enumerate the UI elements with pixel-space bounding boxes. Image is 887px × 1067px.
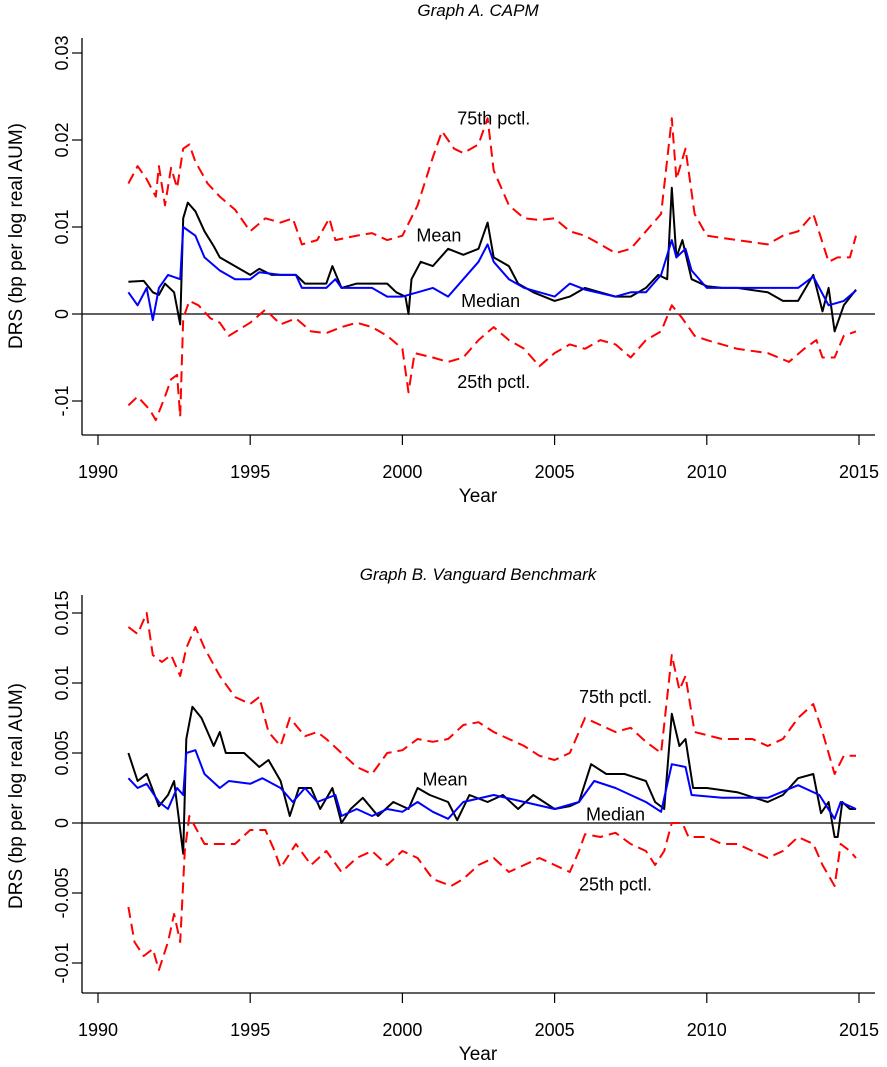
x-tick-label: 2000 — [382, 1020, 422, 1040]
x-axis-title: Year — [459, 1044, 498, 1065]
x-tick-label: 2005 — [535, 1020, 575, 1040]
series-annotation: Mean — [416, 226, 461, 246]
series-annotation: 25th pctl. — [579, 875, 652, 895]
series-line-25th-pctl — [127, 299, 857, 422]
y-tick-label: 0.01 — [52, 209, 72, 244]
series-annotation: Mean — [423, 770, 468, 790]
y-tick-label: -.01 — [52, 385, 72, 416]
series-line-75th-pctl — [127, 117, 857, 263]
x-tick-label: 2005 — [535, 462, 575, 482]
y-tick-label: -0.005 — [52, 867, 72, 918]
panel-graph-a: Graph A. CAPM Year DRS (bp per log real … — [6, 1, 879, 507]
series-line-median — [127, 749, 857, 820]
series-line-mean — [128, 186, 857, 333]
x-tick-label: 2015 — [839, 462, 879, 482]
x-tick-label: 2010 — [687, 1020, 727, 1040]
x-tick-label: 1995 — [230, 462, 270, 482]
y-tick-label: 0.02 — [52, 122, 72, 157]
y-axis-title: DRS (bp per log real AUM) — [6, 683, 27, 909]
y-tick-label: 0 — [52, 309, 72, 319]
series-annotation: 25th pctl. — [457, 372, 530, 392]
series-annotation: Median — [586, 805, 645, 825]
series-line-75th-pctl — [127, 612, 856, 775]
panel-graph-b: Graph B. Vanguard Benchmark Year DRS (bp… — [6, 565, 879, 1065]
y-tick-label: -0.01 — [52, 942, 72, 983]
x-tick-label: 1990 — [78, 462, 118, 482]
y-tick-label: 0.005 — [52, 730, 72, 775]
y-tick-label: 0 — [52, 818, 72, 828]
x-tick-label: 1995 — [230, 1020, 270, 1040]
series-line-mean — [127, 705, 856, 855]
x-tick-label: 1990 — [78, 1020, 118, 1040]
x-tick-label: 2010 — [687, 462, 727, 482]
series-annotation: 75th pctl. — [579, 687, 652, 707]
y-tick-label: 0.015 — [52, 590, 72, 635]
x-tick-label: 2015 — [839, 1020, 879, 1040]
x-tick-label: 2000 — [382, 462, 422, 482]
y-tick-label: 0.03 — [52, 35, 72, 70]
y-tick-label: 0.01 — [52, 665, 72, 700]
series-annotation: 75th pctl. — [457, 108, 530, 128]
series-line-25th-pctl — [127, 815, 857, 971]
x-axis-title: Year — [459, 486, 498, 507]
chart-title: Graph B. Vanguard Benchmark — [360, 565, 598, 584]
y-axis-title: DRS (bp per log real AUM) — [6, 123, 27, 349]
series-line-median — [127, 226, 857, 322]
series-annotation: Median — [461, 291, 520, 311]
chart-title: Graph A. CAPM — [417, 1, 539, 20]
